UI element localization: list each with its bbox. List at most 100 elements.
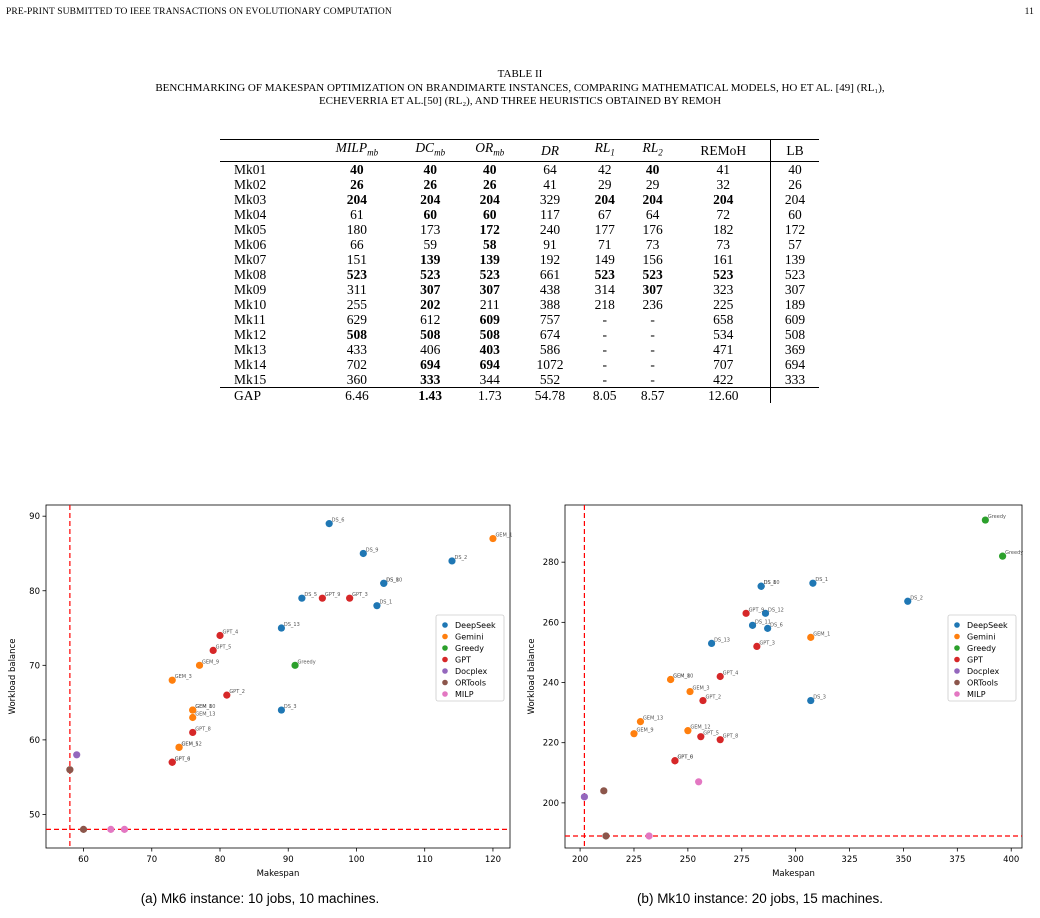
table-cell: 661 xyxy=(539,266,561,282)
table-row: Mk07 151 139 139 192 149 156 161 139 xyxy=(220,251,819,267)
table-cell: 508 xyxy=(420,326,441,342)
data-point xyxy=(807,696,815,705)
data-point xyxy=(168,676,176,684)
data-point xyxy=(904,597,912,605)
legend-label: DeepSeek xyxy=(455,621,496,630)
data-point xyxy=(981,516,989,524)
point-label: GPT_8 xyxy=(723,734,739,740)
table-cell: 438 xyxy=(539,281,561,297)
data-point xyxy=(79,825,88,833)
table-cell: 29 xyxy=(597,176,612,192)
table-cell: 177 xyxy=(594,221,615,237)
table-cell: 26 xyxy=(350,176,364,192)
table-cell-instance: Mk11 xyxy=(234,311,266,327)
data-point xyxy=(373,602,381,610)
point-label: GPT_0 xyxy=(175,756,191,762)
table-cell: - xyxy=(650,341,655,357)
legend-label: DeepSeek xyxy=(967,621,1008,630)
data-point xyxy=(671,757,679,765)
table-cell: 307 xyxy=(642,281,663,297)
legend-marker xyxy=(954,622,960,628)
point-label: GPT_3 xyxy=(352,592,368,598)
table-cell: 552 xyxy=(539,371,561,387)
y-tick-label: 50 xyxy=(29,810,40,820)
table-cell: 41 xyxy=(543,176,557,192)
table-cell: 360 xyxy=(346,371,368,387)
point-label: DS_10 xyxy=(386,577,402,583)
table-cell: - xyxy=(602,341,607,357)
table-cell xyxy=(770,386,819,403)
table-cell: 192 xyxy=(539,251,561,267)
data-point xyxy=(216,631,224,640)
table-cell: 42 xyxy=(597,161,612,177)
table-cell: 139 xyxy=(770,251,819,267)
data-point xyxy=(686,687,694,696)
plot-frame xyxy=(564,504,1023,849)
table-cell: 403 xyxy=(479,341,500,357)
data-point xyxy=(753,642,761,651)
table-cell: 26 xyxy=(483,176,497,192)
table-cell: 433 xyxy=(346,341,368,357)
data-point xyxy=(764,624,772,632)
table-cell: 307 xyxy=(420,281,441,297)
y-tick-label: 200 xyxy=(543,799,559,809)
table-cell: 694 xyxy=(420,356,441,372)
table-row-gap: GAP 6.46 1.43 1.73 54.78 8.05 8.57 12.60 xyxy=(220,386,819,403)
table-cell-instance: Mk06 xyxy=(234,236,267,252)
table-header-milp-mb: MILPmb xyxy=(313,139,401,162)
point-label: DS_3 xyxy=(813,695,826,701)
point-label: GEM_9 xyxy=(202,659,219,665)
table-cell: - xyxy=(650,371,655,387)
table-cell: 189 xyxy=(770,296,819,312)
point-label: GEM_10 xyxy=(195,704,215,710)
table-cell: 32 xyxy=(716,176,731,192)
data-point xyxy=(761,609,770,617)
table-cell: 225 xyxy=(713,296,734,312)
x-tick-label: 60 xyxy=(78,855,89,865)
data-point xyxy=(189,706,197,714)
table-cell: 40 xyxy=(350,161,364,177)
table-cell: 8.05 xyxy=(580,386,629,403)
table-cell: 40 xyxy=(483,161,497,177)
table-cell: 117 xyxy=(540,206,560,222)
point-label: DS_8 xyxy=(386,577,399,583)
table-cell: 139 xyxy=(479,251,500,267)
point-label: GPT_0 xyxy=(677,755,693,761)
point-label: GEM_13 xyxy=(643,716,663,722)
table-cell-instance: Mk07 xyxy=(234,251,267,267)
data-point xyxy=(809,579,817,587)
scatter-chart-mk10: 200 225 250 275 300 325 350 375 400 200 220 240 260 2… xyxy=(527,504,1023,879)
data-point xyxy=(707,639,716,648)
data-point xyxy=(346,594,354,602)
table-cell: 172 xyxy=(479,221,500,237)
point-label: DS_5 xyxy=(304,592,317,598)
table-cell: 26 xyxy=(770,176,819,192)
table-cell: 333 xyxy=(420,371,441,387)
table-cell: 612 xyxy=(420,311,441,327)
table-cell: 702 xyxy=(346,356,368,372)
point-label: DS_1 xyxy=(815,577,828,583)
legend-label: ORTools xyxy=(455,679,486,688)
table-cell: 180 xyxy=(346,221,368,237)
data-point xyxy=(699,696,707,705)
y-tick-label: 70 xyxy=(29,661,40,671)
point-label: DS_6 xyxy=(332,518,345,524)
point-label: GPT_3 xyxy=(759,640,775,646)
legend-marker xyxy=(442,691,448,697)
table-caption-line-1: BENCHMARKING OF MAKESPAN OPTIMIZATION ON… xyxy=(155,82,885,94)
table-row: Mk13 433 406 403 586 - - 471 369 xyxy=(220,341,819,357)
table-cell-instance: Mk01 xyxy=(234,161,267,177)
table-row: Mk03 204 204 204 329 204 204 204 204 xyxy=(220,191,819,207)
table-row: Mk06 66 59 58 91 71 73 73 57 xyxy=(220,236,819,252)
table-cell: - xyxy=(602,326,607,342)
legend-marker xyxy=(954,633,960,640)
point-label: GPT_5 xyxy=(216,644,232,650)
table-cell: 307 xyxy=(770,281,819,297)
point-label: DS_6 xyxy=(770,622,783,628)
point-label: Greedy xyxy=(1005,550,1023,556)
table-caption: BENCHMARKING OF MAKESPAN OPTIMIZATION ON… xyxy=(0,82,1040,108)
point-label: GEM_10 xyxy=(673,674,693,680)
table-cell: 1.43 xyxy=(400,386,461,403)
plot-frame xyxy=(45,504,511,849)
data-point xyxy=(298,594,306,602)
